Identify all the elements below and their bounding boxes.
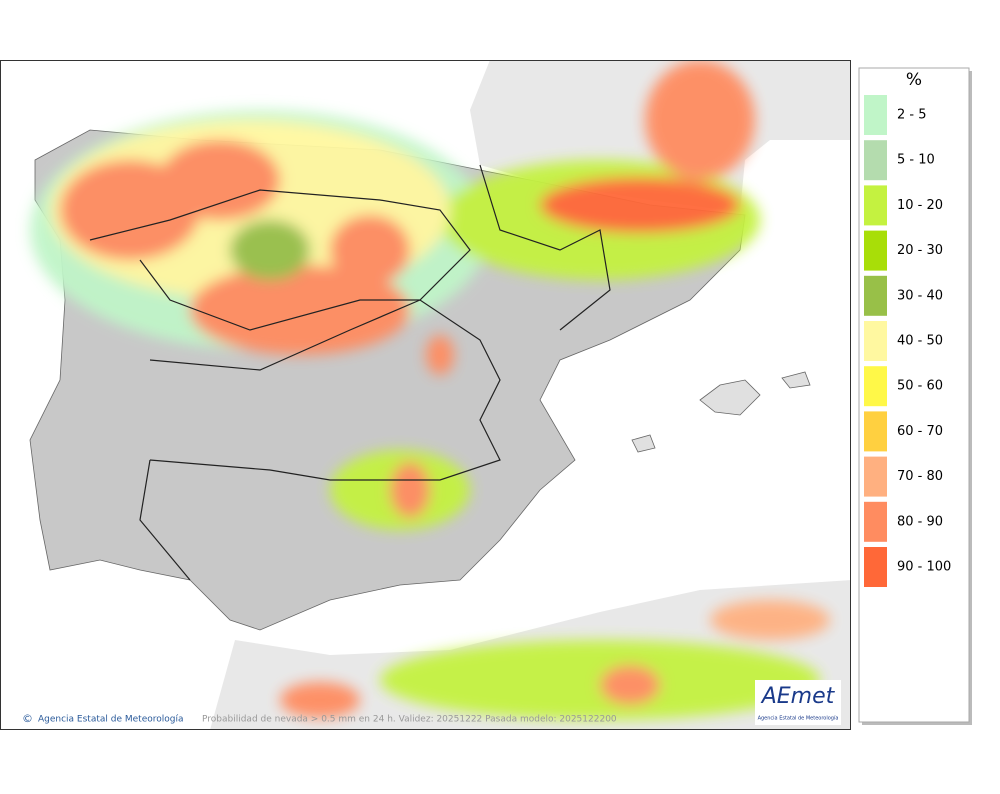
legend-label: 60 - 70 [897,424,943,439]
legend-swatch [864,275,887,316]
legend-label: 70 - 80 [897,469,943,484]
legend-label: 10 - 20 [897,198,943,213]
region-border [479,164,611,331]
legend-swatch [864,366,887,407]
legend-swatch [864,411,887,452]
logo-subtitle: Agencia Estatal de Meteorología [758,715,839,722]
copyright: © [22,712,33,725]
menorca [781,371,811,389]
legend-swatch [864,230,887,271]
ibiza [631,434,656,453]
legend-swatch [864,140,887,181]
legend-label: 40 - 50 [897,334,943,349]
logo-box [755,680,841,725]
legend-title: % [906,70,922,90]
legend-label: 80 - 90 [897,514,943,529]
mallorca [699,379,761,416]
legend-label: 5 - 10 [897,153,935,168]
region-border [139,459,191,581]
caption: Probabilidad de nevada > 0.5 mm en 24 h.… [202,715,617,725]
legend-swatch [864,501,887,542]
legend-label: 90 - 100 [897,560,951,575]
legend-label: 50 - 60 [897,379,943,394]
map [1,61,850,729]
legend-swatch [864,321,887,361]
region-border [149,299,501,481]
agency-name: Agencia Estatal de Meteorología [38,715,184,725]
legend-swatch [864,547,887,587]
legend-items: 2 - 5 5 - 10 10 - 20 20 - 30 30 - 40 40 - 50 5… [864,95,951,587]
logo: AEmet [760,684,836,709]
snow-probability [30,61,830,720]
legend-swatch [864,95,887,135]
legend-label: 2 - 5 [897,108,927,123]
map-frame [0,60,851,730]
legend-swatch [864,456,887,497]
region-border [89,189,471,331]
legend-swatch [864,185,887,226]
legend-label: 20 - 30 [897,243,943,258]
legend-label: 30 - 40 [897,288,943,303]
